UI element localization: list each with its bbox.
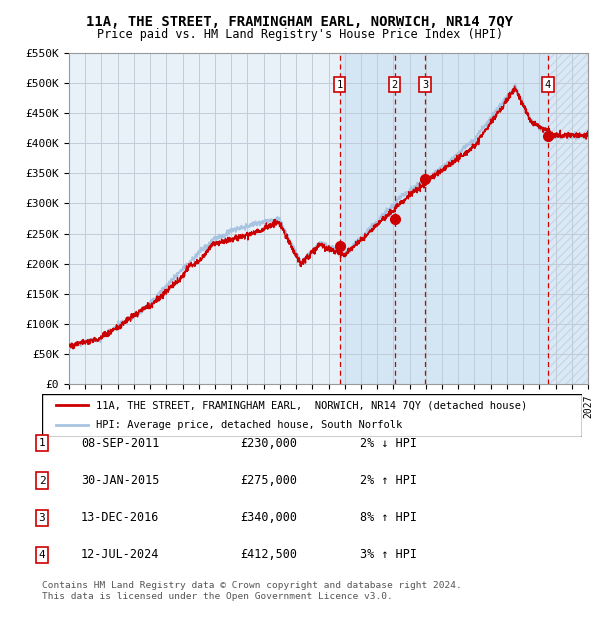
Text: £230,000: £230,000 (240, 437, 297, 450)
Text: 11A, THE STREET, FRAMINGHAM EARL, NORWICH, NR14 7QY: 11A, THE STREET, FRAMINGHAM EARL, NORWIC… (86, 16, 514, 30)
Text: 11A, THE STREET, FRAMINGHAM EARL,  NORWICH, NR14 7QY (detached house): 11A, THE STREET, FRAMINGHAM EARL, NORWIC… (96, 401, 527, 410)
Text: This data is licensed under the Open Government Licence v3.0.: This data is licensed under the Open Gov… (42, 592, 393, 601)
Text: Price paid vs. HM Land Registry's House Price Index (HPI): Price paid vs. HM Land Registry's House … (97, 28, 503, 41)
Text: 8% ↑ HPI: 8% ↑ HPI (360, 512, 417, 524)
FancyBboxPatch shape (42, 394, 582, 437)
Bar (548, 53, 588, 384)
Text: 2% ↑ HPI: 2% ↑ HPI (360, 474, 417, 487)
Text: 3: 3 (38, 513, 46, 523)
Text: 4: 4 (545, 79, 551, 90)
Text: 12-JUL-2024: 12-JUL-2024 (81, 549, 160, 561)
Text: £412,500: £412,500 (240, 549, 297, 561)
Text: HPI: Average price, detached house, South Norfolk: HPI: Average price, detached house, Sout… (96, 420, 402, 430)
Text: 08-SEP-2011: 08-SEP-2011 (81, 437, 160, 450)
Text: 1: 1 (337, 79, 343, 90)
Text: £275,000: £275,000 (240, 474, 297, 487)
Text: 3% ↑ HPI: 3% ↑ HPI (360, 549, 417, 561)
Text: 2: 2 (392, 79, 398, 90)
Text: 4: 4 (38, 550, 46, 560)
Text: 1: 1 (38, 438, 46, 448)
Text: 13-DEC-2016: 13-DEC-2016 (81, 512, 160, 524)
Text: 2: 2 (38, 476, 46, 485)
Bar (340, 53, 548, 384)
Text: 3: 3 (422, 79, 428, 90)
Text: 2% ↓ HPI: 2% ↓ HPI (360, 437, 417, 450)
Text: 30-JAN-2015: 30-JAN-2015 (81, 474, 160, 487)
Text: Contains HM Land Registry data © Crown copyright and database right 2024.: Contains HM Land Registry data © Crown c… (42, 581, 462, 590)
Text: £340,000: £340,000 (240, 512, 297, 524)
